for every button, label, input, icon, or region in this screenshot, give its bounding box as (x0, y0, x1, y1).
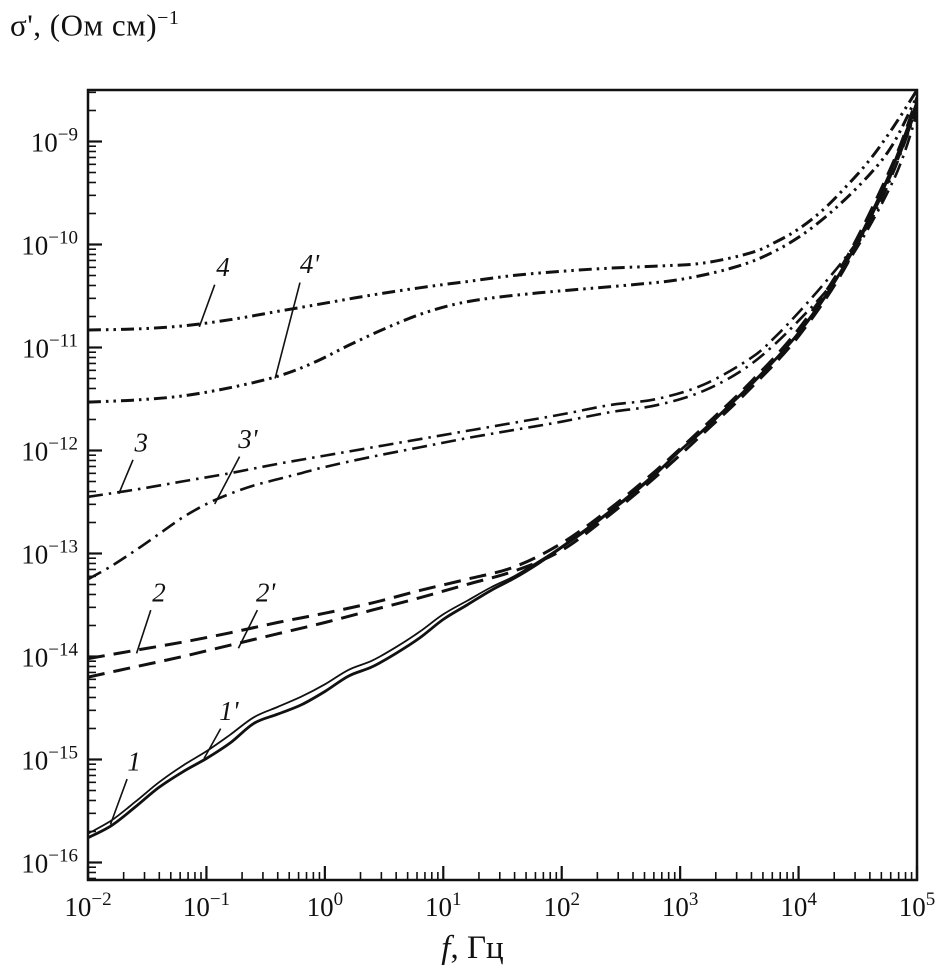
y-tick-label: 10−15 (21, 742, 78, 775)
leader-line-1-prime (203, 728, 222, 759)
curve-1 (88, 101, 917, 840)
leader-line-2-prime (237, 609, 259, 649)
x-tick-label: 10−1 (183, 889, 230, 922)
curve-1-prime (88, 99, 917, 835)
x-axis-title-unit: , Гц (450, 930, 504, 966)
y-tick-label: 10−10 (21, 227, 78, 260)
x-tick-label: 102 (543, 889, 580, 922)
curve-label-2-prime: 2' (256, 578, 277, 608)
curve-label-1: 1 (127, 747, 141, 777)
x-tick-label: 103 (662, 889, 699, 922)
y-axis-title-exponent: −1 (157, 7, 180, 29)
x-tick-label: 10−2 (64, 889, 111, 922)
curve-3-prime (88, 113, 917, 581)
leader-line-4-prime (274, 282, 301, 379)
curve-3 (88, 108, 917, 499)
y-axis-title: σ', (Ом см)−1 (10, 6, 179, 44)
leader-line-3-prime (214, 456, 241, 505)
y-tick-label: 10−14 (21, 639, 78, 672)
curve-label-2: 2 (152, 578, 166, 608)
curve-label-4-prime: 4' (300, 249, 321, 279)
axis-ticks (86, 91, 919, 880)
x-tick-label: 101 (425, 889, 462, 922)
x-axis-title: f, Гц (0, 930, 945, 967)
curve-4 (88, 90, 917, 332)
curve-label-1-prime: 1' (219, 696, 240, 726)
leader-line-4 (198, 284, 216, 328)
curve-2 (88, 96, 917, 661)
curve-2-prime (88, 104, 917, 679)
leader-line-3 (118, 459, 134, 495)
x-tick-label: 104 (780, 889, 817, 922)
leader-line-2 (135, 609, 152, 654)
y-axis-title-main: σ', (Ом см) (10, 7, 158, 43)
curves (88, 90, 917, 840)
y-tick-label: 10−12 (21, 433, 78, 466)
x-tick-label: 105 (899, 889, 936, 922)
x-axis-title-symbol: f (441, 930, 451, 966)
y-tick-label: 10−13 (21, 536, 78, 569)
curve-label-3-prime: 3' (237, 424, 259, 454)
curve-label-3: 3 (134, 427, 149, 457)
y-tick-label: 10−11 (22, 330, 78, 363)
curve-annotations: 1 1' 2 2' 3 3' 4 4' (109, 249, 321, 825)
curve-4-prime (88, 95, 917, 404)
curve-label-4: 4 (216, 252, 230, 282)
x-tick-label: 100 (307, 889, 344, 922)
y-tick-label: 10−9 (31, 124, 78, 157)
y-tick-label: 10−16 (21, 845, 78, 878)
leader-line-1 (109, 778, 128, 825)
plot-border (86, 88, 919, 882)
